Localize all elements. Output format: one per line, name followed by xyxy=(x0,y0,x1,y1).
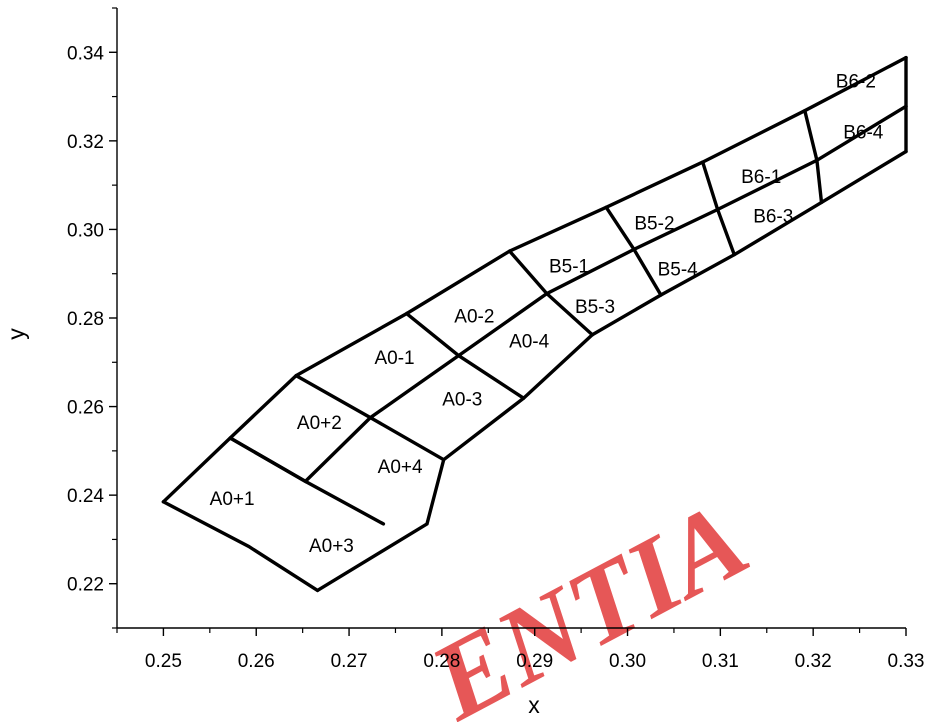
watermark-text: ENTIA xyxy=(411,478,766,722)
y-tick-label: 0.24 xyxy=(67,486,104,507)
x-tick-label: 0.32 xyxy=(795,651,832,672)
watermark: ENTIA xyxy=(411,478,766,722)
x-tick-label: 0.30 xyxy=(609,651,646,672)
y-tick-label: 0.30 xyxy=(67,220,104,241)
x-tick-label: 0.27 xyxy=(331,651,368,672)
cell-label-a0-3: A0-3 xyxy=(442,390,482,411)
cell-label-b5-1: B5-1 xyxy=(549,257,589,278)
cell-label-b5-2: B5-2 xyxy=(634,213,674,234)
y-axis-title: y xyxy=(3,328,29,340)
cell-label-a0p2: A0+2 xyxy=(297,413,342,434)
cell-label-b6-3: B6-3 xyxy=(753,207,793,228)
y-tick-label: 0.28 xyxy=(67,309,104,330)
y-tick-label: 0.32 xyxy=(67,132,104,153)
cross-line-1 xyxy=(161,500,320,593)
cell-label-a0-1: A0-1 xyxy=(374,348,414,369)
cell-label-a0p1: A0+1 xyxy=(210,489,255,510)
cell-label-b5-3: B5-3 xyxy=(575,297,615,318)
x-tick-label: 0.31 xyxy=(702,651,739,672)
plot-area: A0+1 A0+3 A0+2 A0+4 A0-1 A0-3 A0-2 A0-4 B5-1 B5-3… xyxy=(161,55,908,593)
cross-line-5 xyxy=(507,249,594,337)
cross-line-7 xyxy=(701,160,736,257)
cross-line-8 xyxy=(803,108,824,205)
cross-line-3 xyxy=(294,373,446,462)
cell-label-a0-2: A0-2 xyxy=(454,306,494,327)
cell-label-b5-4: B5-4 xyxy=(658,259,699,280)
cell-label-b6-4: B6-4 xyxy=(843,123,884,144)
x-tick-label: 0.33 xyxy=(888,651,925,672)
x-axis-title: x xyxy=(528,692,540,718)
cross-line-4 xyxy=(404,311,526,400)
x-tick-label: 0.28 xyxy=(423,651,460,672)
cell-label-a0p4: A0+4 xyxy=(378,457,423,478)
axes: 0.25 0.26 0.27 0.28 0.29 0.30 0.31 0.32 0.33 0.22… xyxy=(67,7,925,672)
cell-label-a0-4: A0-4 xyxy=(509,332,550,353)
cross-line-2 xyxy=(228,436,386,526)
cell-label-b6-2: B6-2 xyxy=(836,72,876,93)
x-tick-label: 0.25 xyxy=(145,651,182,672)
y-tick-label: 0.22 xyxy=(67,575,104,596)
x-tick-label: 0.29 xyxy=(516,651,553,672)
x-tick-label: 0.26 xyxy=(238,651,275,672)
cell-label-b6-1: B6-1 xyxy=(741,167,781,188)
cross-line-6 xyxy=(604,205,663,297)
cell-label-a0p3: A0+3 xyxy=(309,536,354,557)
y-tick-label: 0.26 xyxy=(67,398,104,419)
y-tick-label: 0.34 xyxy=(67,43,104,64)
